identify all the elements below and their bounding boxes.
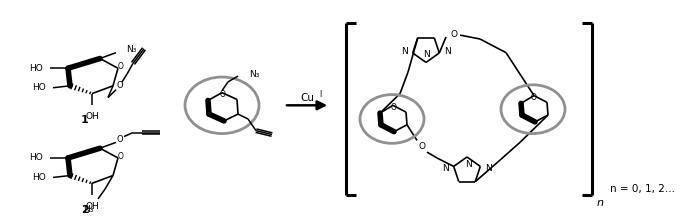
Text: N₃: N₃ [83, 205, 93, 214]
Text: n = 0, 1, 2...: n = 0, 1, 2... [610, 184, 675, 194]
Text: OH: OH [85, 112, 99, 121]
Text: HO: HO [32, 173, 46, 182]
Text: N: N [485, 164, 492, 173]
Text: O: O [116, 81, 123, 90]
Text: N: N [442, 164, 449, 173]
Text: 1: 1 [81, 115, 89, 125]
Text: HO: HO [32, 83, 46, 92]
Text: N₃: N₃ [126, 45, 136, 54]
Text: O: O [451, 30, 457, 39]
Text: N₃: N₃ [249, 70, 259, 79]
Text: N: N [444, 46, 451, 56]
Text: O: O [418, 142, 426, 151]
Text: OH: OH [85, 202, 99, 211]
Text: Cu: Cu [300, 92, 314, 103]
Text: N: N [401, 46, 408, 56]
Text: N: N [464, 160, 471, 169]
Text: I: I [319, 90, 321, 98]
Text: n: n [597, 198, 604, 208]
Text: 2: 2 [81, 205, 89, 215]
Text: HO: HO [29, 153, 43, 162]
Text: O: O [391, 103, 397, 112]
Text: O: O [118, 62, 124, 71]
Text: HO: HO [29, 64, 43, 73]
Text: O: O [118, 151, 124, 160]
Text: O: O [531, 93, 537, 102]
Text: O: O [116, 135, 123, 144]
Text: N: N [424, 50, 431, 59]
Text: O: O [220, 90, 226, 99]
